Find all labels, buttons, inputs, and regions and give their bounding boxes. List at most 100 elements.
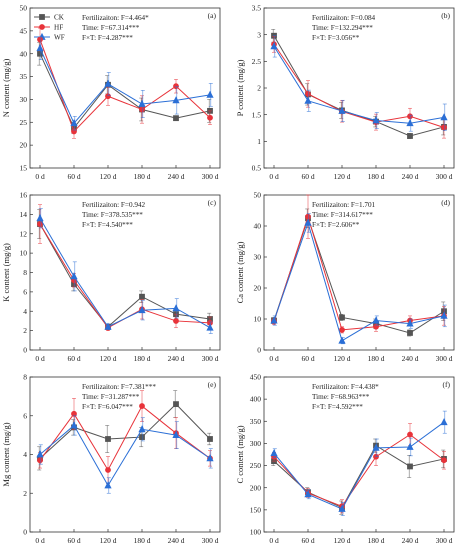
data-point: [441, 457, 447, 464]
data-point: [139, 403, 145, 409]
panel-label: (b): [441, 11, 450, 20]
series-line: [39, 48, 211, 125]
panel-label: (f): [443, 380, 451, 389]
data-point: [172, 96, 180, 104]
data-point: [440, 113, 448, 121]
series-line: [39, 405, 211, 472]
y-tick-label: 0.5: [252, 164, 262, 173]
x-tick-label: 300 d: [202, 172, 219, 181]
data-point: [105, 467, 111, 473]
chart-panel-b: 0.5 1 1.5 2 2.5 3 3.5 0 d 60 d 120 d 180 d 240 d 300…: [235, 4, 455, 181]
data-point: [139, 293, 145, 300]
y-tick-label: 200: [250, 483, 262, 492]
data-point: [138, 425, 146, 433]
legend-entry-ck: CK: [34, 14, 65, 22]
stat-line: Time: F=132.294***: [312, 24, 373, 32]
y-tick-label: 8: [23, 268, 27, 277]
stat-line: Time: F=67.314***: [82, 24, 140, 32]
series-line: [273, 421, 445, 510]
y-tick-label: 400: [250, 395, 262, 404]
y-tick-label: 14: [20, 210, 28, 219]
data-point: [338, 336, 346, 344]
y-tick-label: 30: [254, 253, 262, 262]
series-line: [273, 215, 445, 331]
plot-frame: [263, 7, 455, 169]
chart-panel-c: 0 2 4 6 8 10 12 14 16 0 d 60 d 120 d 180 d 240 d 300 d…: [1, 191, 221, 363]
data-point: [206, 454, 214, 462]
stat-line: F×T: F=4.287***: [82, 34, 133, 42]
data-point: [139, 106, 145, 113]
y-tick-label: 2: [257, 84, 261, 93]
data-point: [207, 436, 213, 442]
y-axis-title: K content (mg/g): [1, 243, 11, 302]
y-tick-label: 6: [23, 411, 27, 420]
data-point: [407, 113, 413, 120]
x-tick-label: 120 d: [100, 354, 117, 363]
y-tick-label: 300: [250, 439, 262, 448]
data-point: [139, 434, 145, 440]
y-tick-label: 20: [254, 284, 262, 293]
y-tick-label: 100: [250, 528, 262, 537]
panel-label: (a): [208, 11, 217, 20]
y-tick-label: 4: [23, 450, 27, 459]
legend-marker: [39, 24, 45, 30]
stat-line: Fertilizaiton: F=4.464*: [82, 14, 149, 22]
series-hf: [37, 390, 213, 484]
data-point: [338, 504, 346, 512]
y-tick-label: 3: [257, 30, 261, 39]
data-point: [173, 318, 179, 324]
stat-line: Fertilizaiton: F=4.438*: [312, 383, 379, 391]
data-point: [304, 490, 312, 498]
data-point: [36, 44, 44, 52]
data-point: [373, 323, 379, 330]
x-tick-label: 0 d: [269, 172, 279, 181]
x-tick-label: 240 d: [168, 354, 185, 363]
plot-frame: [263, 376, 455, 533]
y-axis-title: C content (mg/g): [235, 425, 245, 483]
y-tick-label: 40: [20, 49, 28, 58]
y-tick-label: 10: [254, 315, 262, 324]
plot-frame: [263, 194, 455, 351]
data-point: [372, 443, 380, 451]
data-point: [104, 322, 112, 330]
stat-line: Time: F=314.617***: [312, 211, 373, 219]
x-tick-label: 0 d: [35, 354, 45, 363]
data-point: [37, 221, 43, 227]
y-tick-label: 35: [20, 72, 28, 81]
x-tick-label: 180 d: [368, 536, 385, 545]
stat-line: F×T: F=2.606**: [312, 221, 360, 229]
data-point: [270, 42, 278, 50]
data-point: [372, 316, 380, 324]
x-tick-label: 120 d: [334, 354, 351, 363]
x-tick-label: 60 d: [67, 536, 80, 545]
y-tick-label: 10: [20, 249, 28, 258]
stat-line: Time: F=378.535***: [82, 211, 143, 219]
data-point: [71, 410, 77, 417]
stat-line: Time: F=31.287***: [82, 393, 140, 401]
x-tick-label: 240 d: [402, 172, 419, 181]
y-tick-label: 16: [20, 191, 28, 200]
data-point: [407, 431, 413, 438]
data-point: [440, 311, 448, 319]
data-point: [37, 36, 43, 43]
stat-line: Fertilizaiton: F=7.381***: [82, 383, 156, 391]
y-tick-label: 1: [257, 137, 261, 146]
data-point: [104, 481, 112, 489]
panel-label: (e): [208, 380, 217, 389]
series-line: [273, 433, 445, 507]
legend-label: HF: [54, 24, 63, 32]
x-tick-label: 300 d: [436, 536, 453, 545]
y-tick-label: 40: [254, 222, 262, 231]
data-point: [372, 116, 380, 124]
y-tick-label: 2.5: [252, 57, 262, 66]
data-point: [138, 99, 146, 107]
y-tick-label: 3.5: [252, 4, 262, 13]
series-line: [273, 444, 445, 509]
y-tick-label: 0: [23, 346, 27, 355]
series-wf: [36, 36, 214, 131]
y-tick-label: 4: [23, 307, 27, 316]
x-tick-label: 60 d: [301, 354, 314, 363]
series-wf: [270, 410, 448, 516]
data-point: [206, 323, 214, 331]
data-point: [173, 83, 179, 90]
